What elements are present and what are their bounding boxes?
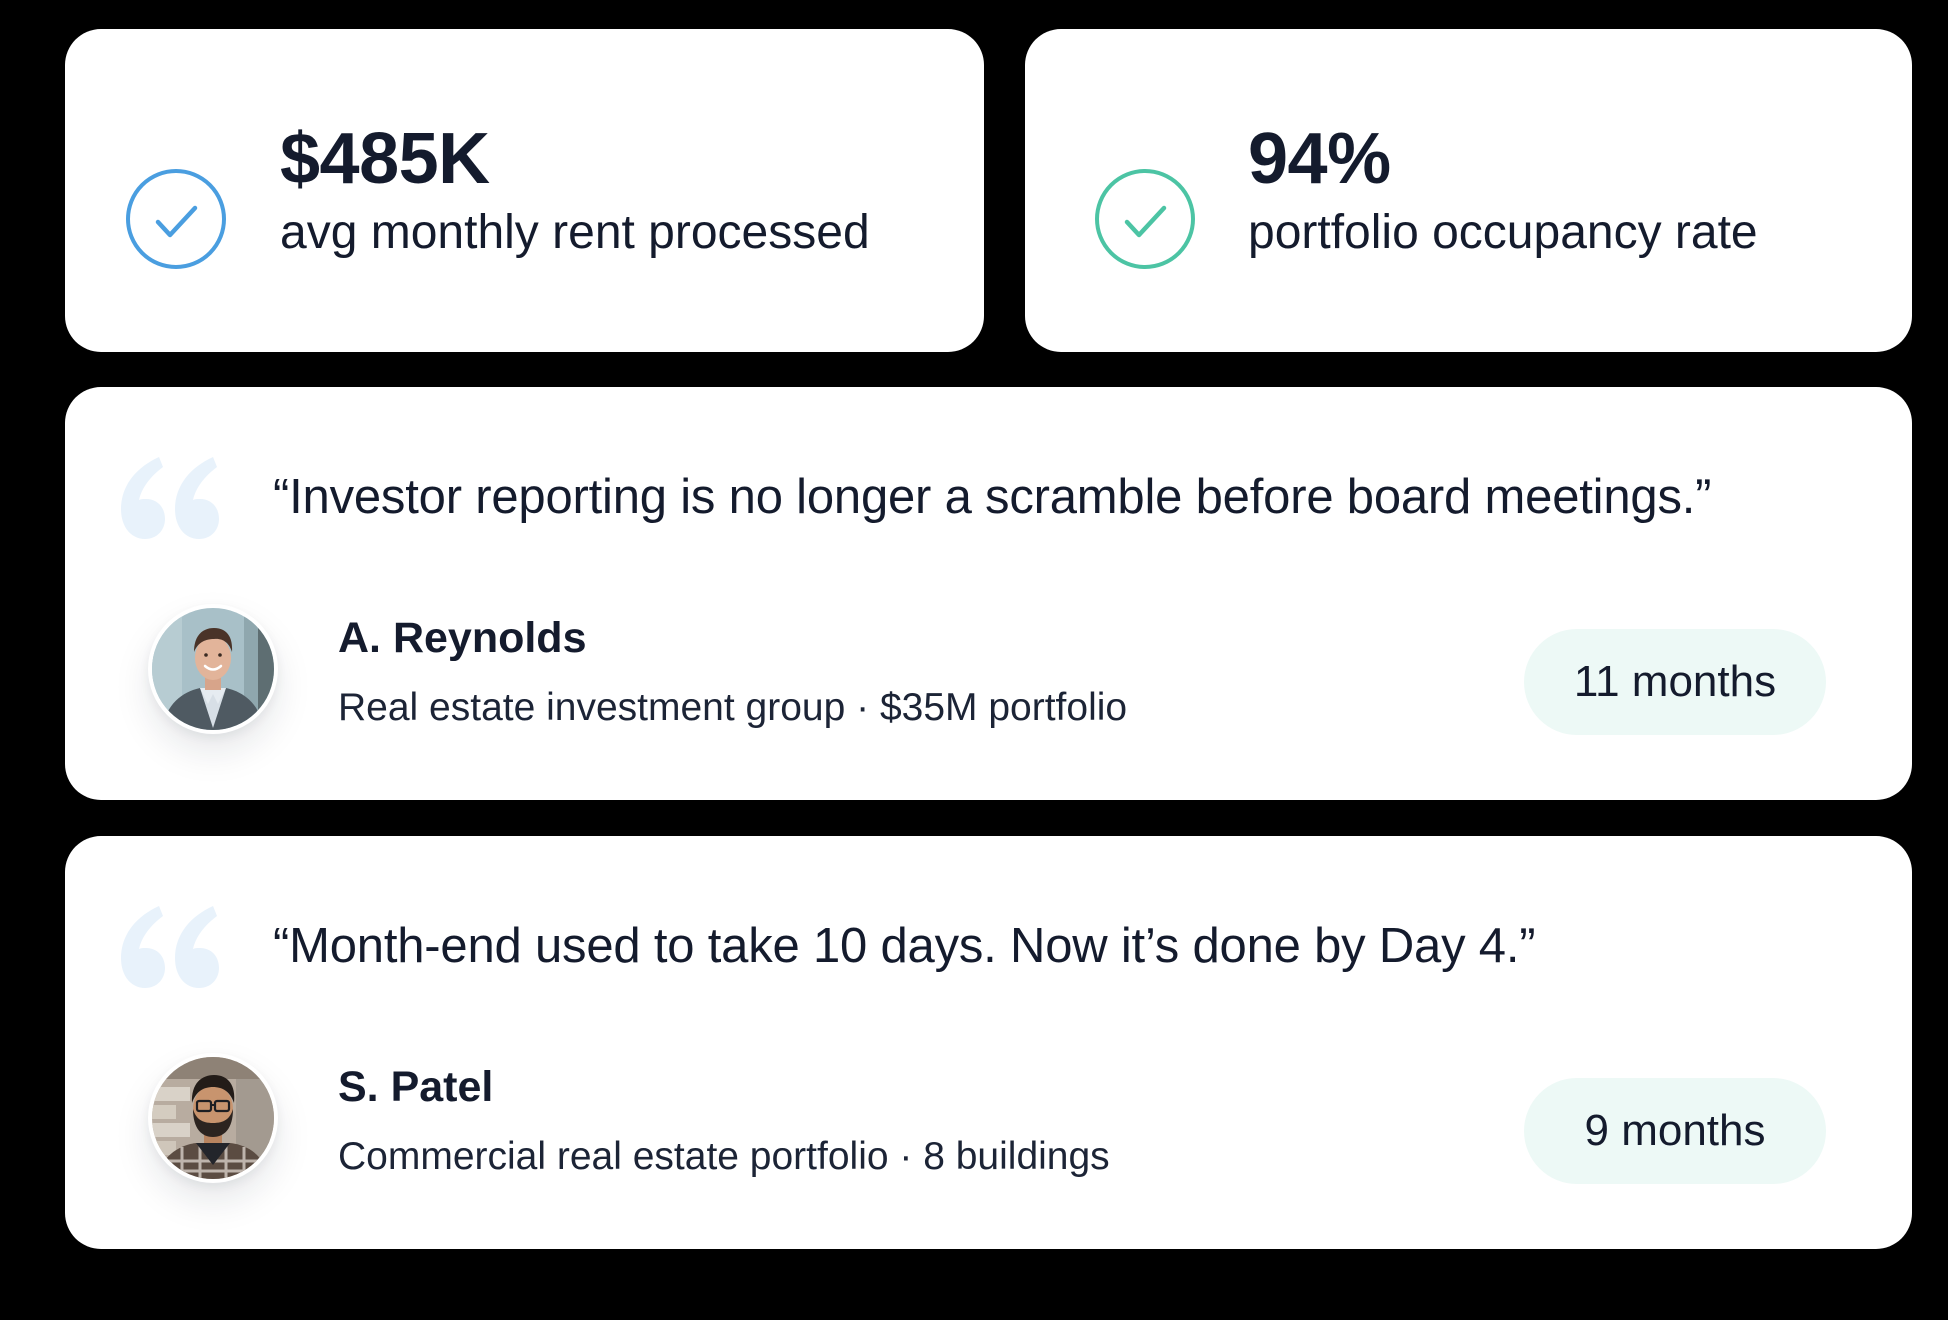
avatar-a-reynolds — [152, 608, 274, 730]
stat-value: $485K — [280, 119, 490, 199]
check-circle-icon — [126, 169, 226, 269]
stat-card-occupancy-rate: 94% portfolio occupancy rate — [1025, 29, 1912, 352]
stat-label: portfolio occupancy rate — [1248, 206, 1758, 259]
quote-mark-icon — [121, 457, 219, 539]
stat-card-rent-processed: $485K avg monthly rent processed — [65, 29, 984, 352]
testimonial-quote: “Month-end used to take 10 days. Now it’… — [273, 919, 1536, 973]
tenure-badge: 9 months — [1524, 1078, 1826, 1184]
check-circle-icon — [1095, 169, 1195, 269]
tenure-badge: 11 months — [1524, 629, 1826, 735]
stat-text: 94% portfolio occupancy rate — [1248, 117, 1758, 263]
stat-text: $485K avg monthly rent processed — [280, 117, 870, 263]
testimonial-meta: Commercial real estate portfolio · 8 bui… — [338, 1135, 1110, 1178]
quote-mark-icon — [121, 906, 219, 988]
avatar — [148, 1053, 278, 1183]
avatar-s-patel — [152, 1057, 274, 1179]
testimonial-card: “Investor reporting is no longer a scram… — [65, 387, 1912, 800]
testimonial-quote: “Investor reporting is no longer a scram… — [273, 470, 1712, 524]
stat-label: avg monthly rent processed — [280, 206, 870, 259]
avatar — [148, 604, 278, 734]
testimonial-card: “Month-end used to take 10 days. Now it’… — [65, 836, 1912, 1249]
stat-value: 94% — [1248, 119, 1391, 199]
testimonial-name: S. Patel — [338, 1063, 494, 1111]
testimonial-meta: Real estate investment group · $35M port… — [338, 686, 1128, 729]
testimonial-name: A. Reynolds — [338, 614, 587, 662]
